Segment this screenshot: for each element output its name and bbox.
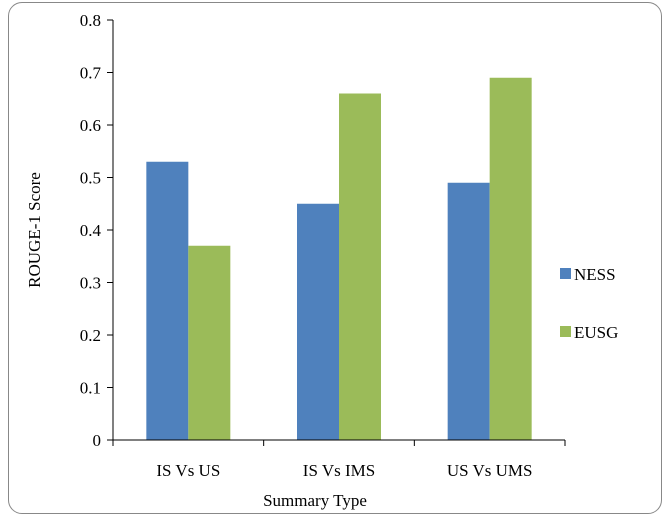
x-axis-ticks: IS Vs US IS Vs IMS US Vs UMS (112, 440, 566, 480)
y-tick-label: 0.3 (80, 274, 101, 293)
y-tick-label: 0.7 (80, 64, 102, 83)
y-tick-label: 0 (93, 431, 102, 450)
y-tick-label: 0.1 (80, 379, 101, 398)
y-tick-label: 0.4 (80, 221, 102, 240)
bar-ness-2 (297, 203, 339, 440)
y-tick-label: 0.8 (80, 11, 101, 30)
legend: NESS EUSG (560, 265, 618, 342)
bar-ness-3 (447, 182, 490, 440)
y-tick-label: 0.2 (80, 326, 101, 345)
y-tick-label: 0.5 (80, 169, 101, 188)
legend-label-eusg: EUSG (574, 323, 618, 342)
x-axis-title: Summary Type (263, 491, 367, 510)
y-axis-title: ROUGE-1 Score (25, 172, 44, 288)
x-tick-label: IS Vs IMS (303, 461, 375, 480)
legend-swatch-eusg (560, 326, 571, 337)
bar-ness-1 (146, 161, 189, 440)
x-tick-label: US Vs UMS (447, 461, 533, 480)
y-axis-ticks: 0 0.1 0.2 0.3 0.4 0.5 0.6 0.7 0.8 (80, 11, 113, 450)
x-tick-label: IS Vs US (156, 461, 220, 480)
bars (146, 77, 532, 440)
legend-label-ness: NESS (574, 265, 616, 284)
bar-eusg-3 (489, 77, 532, 440)
bar-eusg-1 (188, 245, 231, 440)
legend-swatch-ness (560, 268, 571, 279)
bar-eusg-2 (339, 93, 381, 440)
y-tick-label: 0.6 (80, 116, 101, 135)
